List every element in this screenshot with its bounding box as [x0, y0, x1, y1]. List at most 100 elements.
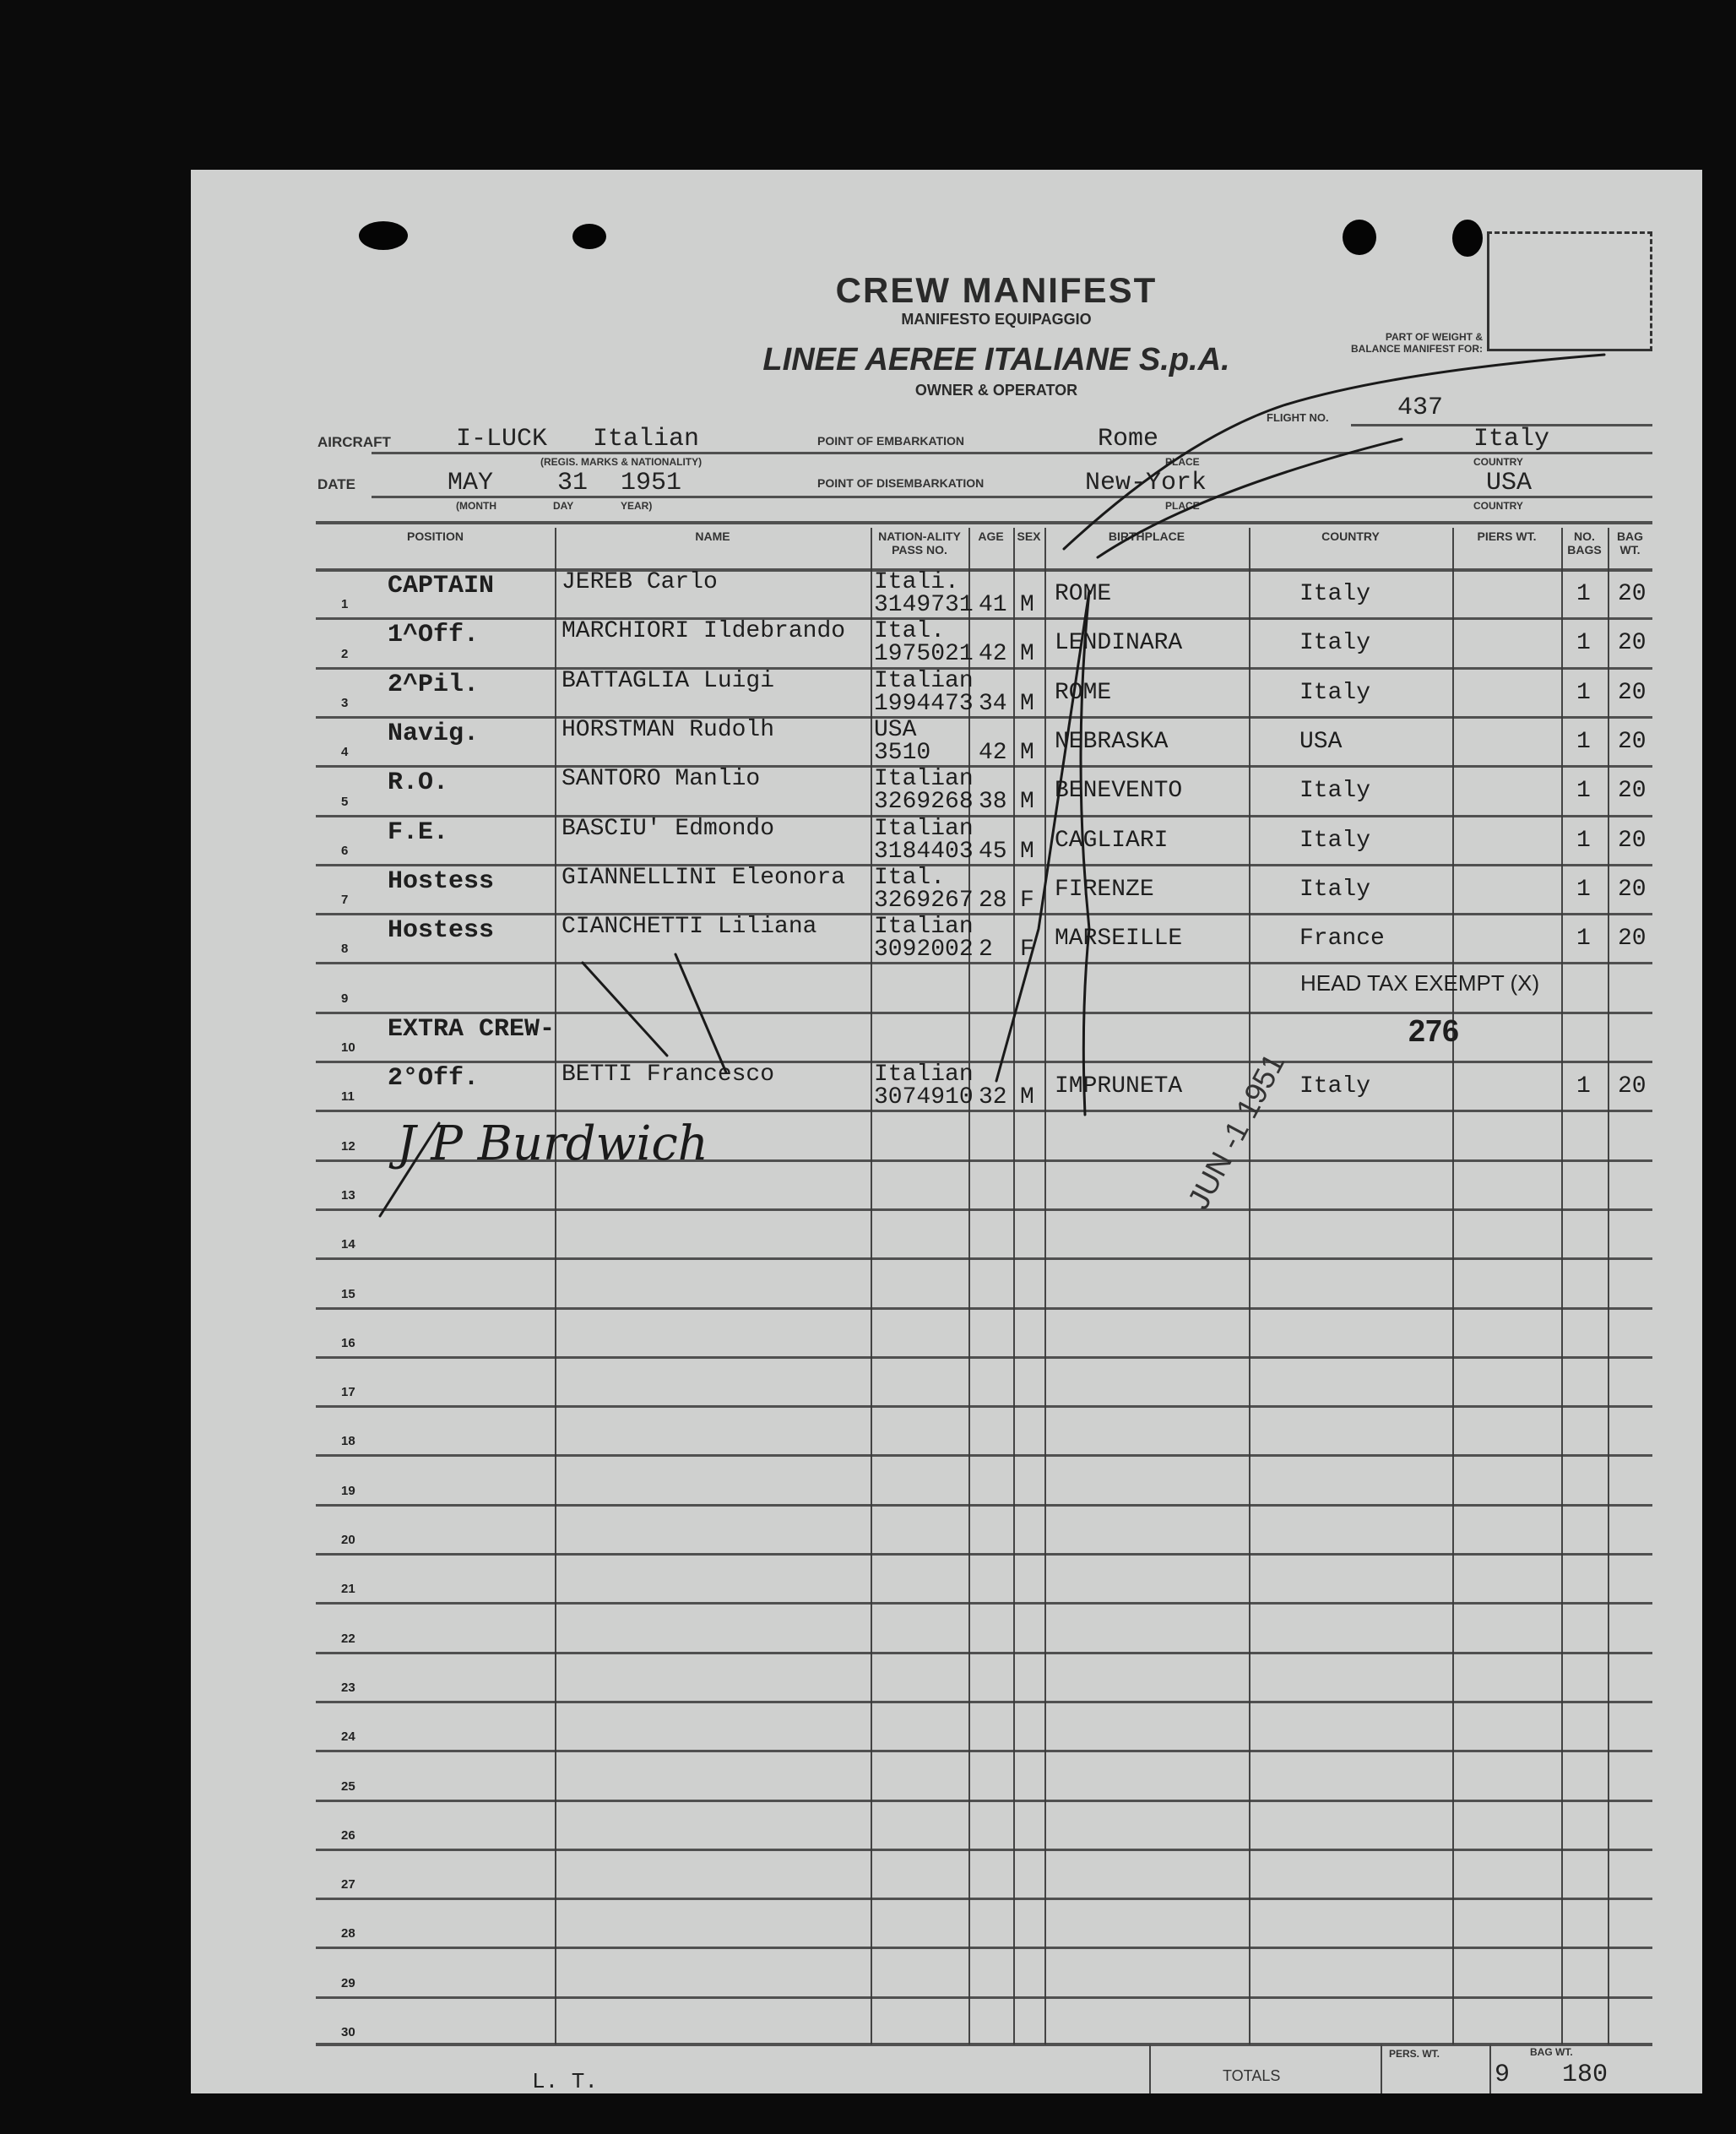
row-number: 27	[341, 1877, 355, 1892]
cell-position: 1^Off.	[388, 621, 480, 650]
cell-nationality: Ital.	[874, 864, 946, 891]
cell-nationality: Ital.	[874, 618, 946, 645]
row-number: 28	[341, 1926, 355, 1941]
cell-name: CIANCHETTI Liliana	[561, 914, 817, 941]
cell-country: Italy	[1299, 1073, 1371, 1100]
weight-note-line2: BALANCE MANIFEST FOR:	[1351, 343, 1483, 355]
cell-bags: 1	[1576, 778, 1591, 805]
manifest-page	[191, 170, 1702, 2093]
cell-country: Italy	[1299, 876, 1371, 903]
cell-country: Italy	[1299, 630, 1371, 657]
punch-hole	[572, 224, 606, 249]
flight-number: 437	[1397, 394, 1444, 422]
total-bags: 9	[1495, 2061, 1511, 2089]
handwritten-remark	[1062, 353, 1606, 559]
cell-passport: 3074910	[874, 1084, 974, 1110]
header-border	[316, 568, 1652, 572]
cell-name: JEREB Carlo	[561, 569, 718, 595]
table-bottom-border	[316, 2043, 1652, 2046]
cell-age: 2	[979, 937, 993, 964]
total-bag-weight: 180	[1562, 2061, 1609, 2089]
cell-sex: F	[1020, 887, 1034, 914]
row-number: 17	[341, 1385, 355, 1400]
cell-nationality: USA	[874, 716, 917, 743]
column-header-country: COUNTRY	[1321, 529, 1380, 543]
column-divider	[1452, 528, 1454, 2044]
divider	[1489, 2044, 1491, 2093]
form-title: CREW MANIFEST	[835, 270, 1158, 310]
row-number: 18	[341, 1434, 355, 1449]
cell-position: F.E.	[388, 817, 449, 847]
row-border	[316, 1061, 1652, 1063]
cell-bags: 1	[1576, 728, 1591, 755]
row-number: 2	[341, 646, 349, 661]
date-month: MAY	[448, 469, 494, 497]
cell-name: SANTORO Manlio	[561, 766, 761, 793]
cell-bag-weight: 20	[1618, 728, 1646, 755]
row-border	[316, 1602, 1652, 1605]
cell-nationality: Italian	[874, 1062, 974, 1088]
cell-position: Hostess	[388, 866, 495, 896]
cell-bags: 1	[1576, 581, 1591, 607]
bracket-line	[1079, 589, 1091, 1116]
row-border	[316, 1110, 1652, 1113]
row-border	[316, 1159, 1652, 1162]
cell-birthplace: IMPRUNETA	[1055, 1073, 1183, 1100]
cell-age: 28	[979, 887, 1007, 914]
cell-birthplace: MARSEILLE	[1055, 926, 1183, 953]
cell-nationality: Italian	[874, 914, 974, 941]
embarkation-country: Italy	[1473, 425, 1550, 453]
cell-age: 34	[979, 690, 1007, 717]
row-border	[316, 1799, 1652, 1802]
row-number: 21	[341, 1582, 355, 1597]
disembarkation-place: New-York	[1085, 469, 1207, 497]
cell-country: USA	[1299, 728, 1343, 755]
row-border	[316, 1996, 1652, 1999]
row-number: 22	[341, 1631, 355, 1646]
row-border	[316, 863, 1652, 866]
cell-position: R.O.	[388, 768, 449, 798]
cell-birthplace: NEBRASKA	[1055, 728, 1169, 755]
aircraft-label: AIRCRAFT	[317, 434, 391, 450]
column-divider	[1608, 528, 1609, 2044]
cell-birthplace: ROME	[1055, 581, 1112, 607]
cell-position: EXTRA CREW-	[388, 1014, 556, 1044]
divider	[372, 452, 1652, 454]
stamp-number: 276	[1408, 1013, 1460, 1048]
column-header-nationality: NATION-ALITY PASS NO.	[878, 529, 961, 557]
row-number: 9	[341, 991, 349, 1006]
column-header-sex: SEX	[1017, 529, 1041, 543]
cell-nationality: Itali.	[874, 569, 959, 595]
date-caption-year: YEAR)	[621, 500, 653, 512]
cell-position: 2°Off.	[388, 1064, 480, 1093]
punch-hole	[1343, 220, 1376, 255]
cell-age: 42	[979, 641, 1007, 668]
cell-sex: M	[1020, 838, 1034, 865]
owner-caption: OWNER & OPERATOR	[914, 382, 1078, 399]
column-divider	[1013, 528, 1015, 2044]
row-border	[316, 617, 1652, 621]
row-number: 16	[341, 1335, 355, 1350]
row-border	[316, 1306, 1652, 1310]
column-header-no-bags: NO. BAGS	[1567, 529, 1602, 557]
cell-passport: 1975021	[874, 641, 974, 668]
cell-name: MARCHIORI Ildebrando	[561, 618, 846, 645]
cell-country: France	[1299, 926, 1385, 953]
date-year: 1951	[621, 469, 682, 497]
row-border	[316, 1503, 1652, 1507]
date-caption-month: (MONTH	[456, 500, 496, 512]
row-border	[316, 962, 1652, 965]
cell-bag-weight: 20	[1618, 778, 1646, 805]
column-header-bag-wt: BAG WT.	[1616, 529, 1644, 557]
divider	[1351, 424, 1652, 426]
punch-hole	[1452, 220, 1483, 257]
cell-passport: 3510	[874, 739, 931, 766]
row-border	[316, 1651, 1652, 1654]
row-border	[316, 1700, 1652, 1703]
cell-passport: 3092002	[874, 937, 974, 964]
cell-name: HORSTMAN Rudolh	[561, 716, 775, 743]
row-number: 11	[341, 1089, 355, 1105]
cell-country: Italy	[1299, 778, 1371, 805]
embarkation-place: Rome	[1098, 425, 1159, 453]
